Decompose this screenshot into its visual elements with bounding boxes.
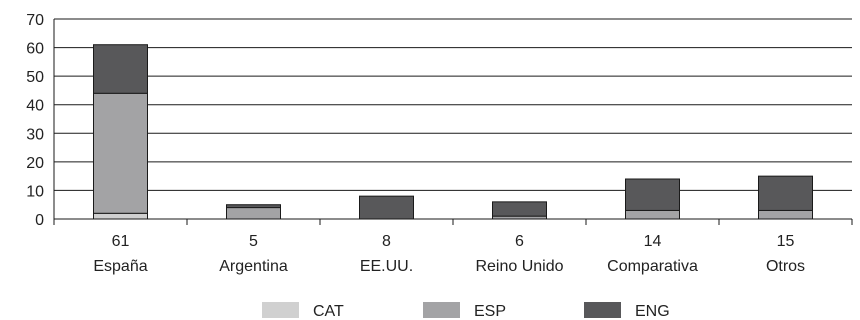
category-label-2: EE.UU. <box>360 258 413 275</box>
y-tick-label-70: 70 <box>26 12 44 29</box>
bar-esp-0 <box>93 92 148 214</box>
y-tick-label-20: 20 <box>26 155 44 172</box>
legend-swatch-cat <box>262 302 299 318</box>
legend-label-esp: ESP <box>474 303 506 320</box>
category-total-3: 6 <box>515 233 524 250</box>
y-axis-tick-labels: 0 10 20 30 40 50 60 70 <box>26 12 44 229</box>
legend-swatch-eng <box>584 302 621 318</box>
y-tick-label-30: 30 <box>26 126 44 143</box>
bar-eng-1 <box>226 204 281 209</box>
bar-esp-5 <box>758 209 813 220</box>
bar-eng-3 <box>492 201 547 217</box>
y-tick-label-0: 0 <box>35 212 44 229</box>
y-tick-label-60: 60 <box>26 41 44 58</box>
bar-esp-4 <box>625 209 680 220</box>
category-total-2: 8 <box>382 233 391 250</box>
category-label-4: Comparativa <box>607 258 698 275</box>
bar-eng-4 <box>625 178 680 211</box>
bar-eng-5 <box>758 175 813 211</box>
bar-cat-0 <box>93 212 148 220</box>
bar-eng-0 <box>93 44 148 94</box>
legend: CAT ESP ENG <box>262 302 670 320</box>
bar-esp-1 <box>226 207 281 220</box>
axes <box>53 19 853 225</box>
y-tick-label-10: 10 <box>26 183 44 200</box>
bar-eng-2 <box>359 195 414 220</box>
bars <box>93 44 813 220</box>
category-total-0: 61 <box>112 233 130 250</box>
x-axis-labels: 61 España 5 Argentina 8 EE.UU. 6 Reino Unido 14 C… <box>93 233 805 275</box>
y-tick-label-50: 50 <box>26 69 44 86</box>
legend-swatch-esp <box>423 302 460 318</box>
category-label-0: España <box>93 258 147 275</box>
category-total-4: 14 <box>644 233 662 250</box>
category-label-5: Otros <box>766 258 805 275</box>
category-total-5: 15 <box>777 233 795 250</box>
category-label-3: Reino Unido <box>475 258 563 275</box>
legend-label-eng: ENG <box>635 303 670 320</box>
category-label-1: Argentina <box>219 258 288 275</box>
y-tick-label-40: 40 <box>26 98 44 115</box>
legend-label-cat: CAT <box>313 303 344 320</box>
grid-lines <box>54 18 852 191</box>
category-total-1: 5 <box>249 233 258 250</box>
